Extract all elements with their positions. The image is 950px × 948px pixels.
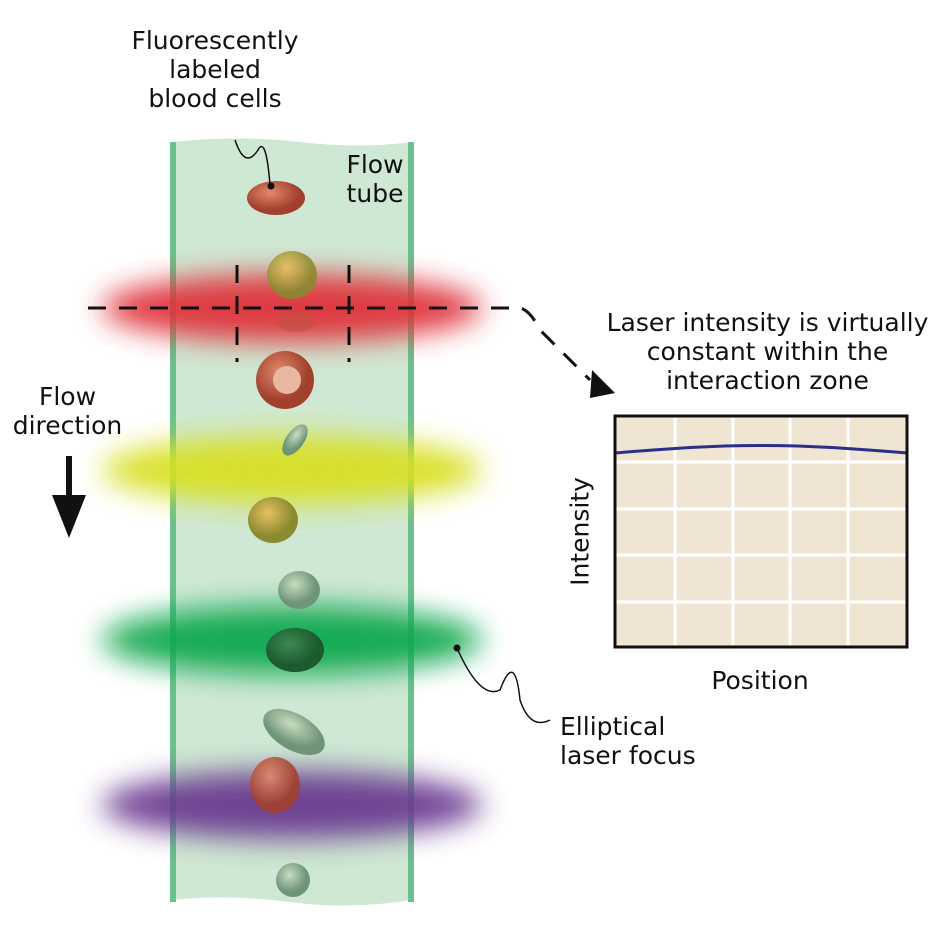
blood-cell-center xyxy=(273,366,301,394)
tube-wall-right xyxy=(408,142,414,902)
blood-cell xyxy=(276,312,316,332)
blood-cell xyxy=(247,181,305,215)
blood-cell xyxy=(250,757,300,813)
cells-label: Fluorescently labeled blood cells xyxy=(131,26,299,113)
blood-cell xyxy=(248,497,298,543)
blood-cell xyxy=(267,251,317,299)
laser-focus-yellow xyxy=(102,436,482,504)
intensity-curve xyxy=(614,443,908,455)
blood-cell xyxy=(282,424,308,456)
intensity-plot xyxy=(613,414,909,649)
blood-cell xyxy=(266,628,324,672)
cells-leader-line xyxy=(234,139,271,186)
tube-label: Flow tube xyxy=(346,150,404,208)
leader-dot xyxy=(453,644,461,652)
plot-area xyxy=(615,416,907,647)
flow-direction-arrow xyxy=(52,456,86,538)
arrowhead-to-plot xyxy=(590,370,615,398)
blood-cell xyxy=(276,863,310,897)
leader-dot xyxy=(267,182,275,190)
x-axis-label: Position xyxy=(711,666,809,695)
flow-direction-label: Flow direction xyxy=(12,382,123,440)
y-axis-label: Intensity xyxy=(565,477,595,586)
plot-frame xyxy=(613,414,909,649)
blood-cells xyxy=(247,181,325,897)
tube-wall-left xyxy=(170,142,176,902)
interaction-zone-markers xyxy=(88,265,592,382)
blood-cell xyxy=(263,708,325,756)
laser-focus-label: Elliptical laser focus xyxy=(560,712,696,770)
laser-intensity-note: Laser intensity is virtually constant wi… xyxy=(606,308,929,395)
focus-leader-line xyxy=(456,647,551,724)
blood-cell xyxy=(278,571,320,609)
